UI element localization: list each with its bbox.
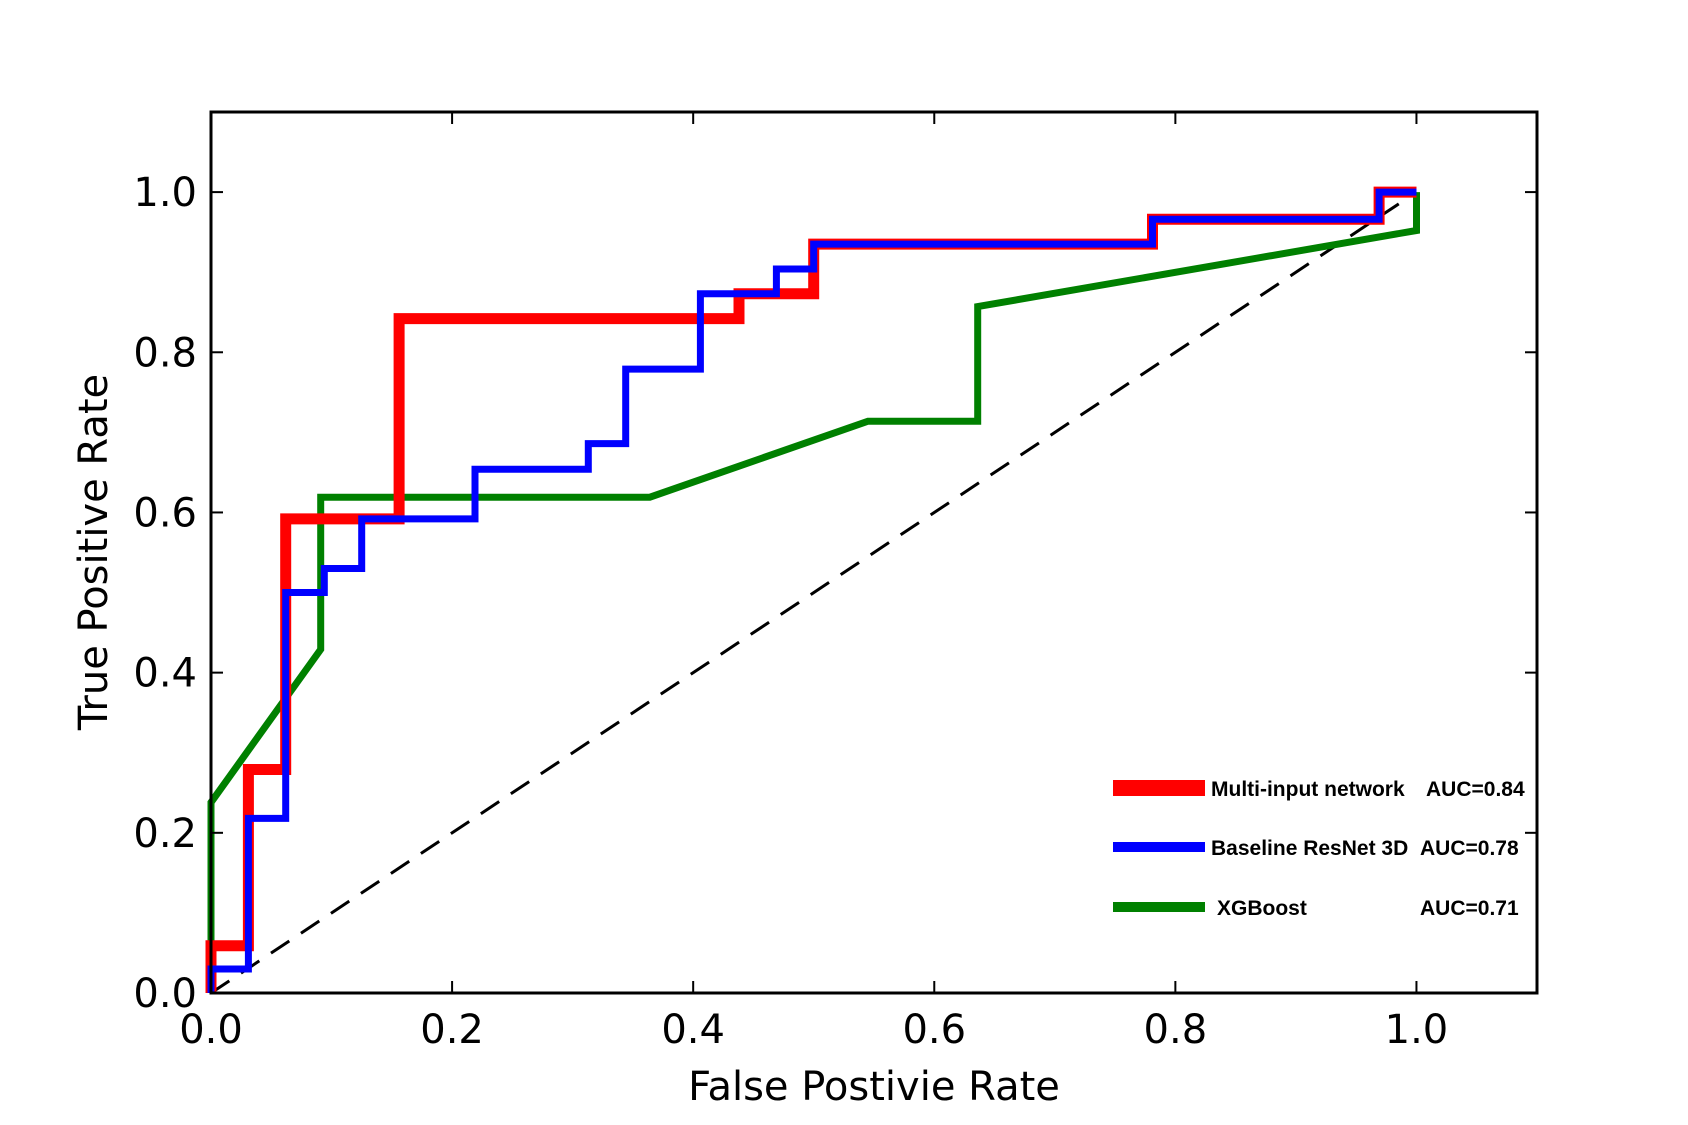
series-line-chance	[210, 190, 1418, 995]
legend: Multi-input network AUC=0.84 Baseline ResN…	[1113, 778, 1525, 920]
x-tick-label: 0.4	[661, 1007, 725, 1053]
y-tick-label: 0.0	[133, 971, 197, 1017]
x-tick-label: 1.0	[1385, 1007, 1449, 1053]
legend-auc-2: AUC=0.78	[1420, 837, 1519, 860]
y-tick-label: 0.8	[133, 330, 197, 376]
x-tick-label: 0.6	[902, 1007, 966, 1053]
x-tick-label: 0.2	[420, 1007, 484, 1053]
plot-frame	[209, 110, 1539, 995]
legend-label-2: Baseline ResNet 3D	[1211, 837, 1408, 860]
tick-layer: 0.0 0.2 0.4 0.6 0.8 1.0 0.0 0.2 0.4 0.6 0.8 1.0	[133, 112, 1537, 1053]
x-axis-label: False Postivie Rate	[688, 1064, 1060, 1110]
series-line-xgboost	[207, 192, 1420, 993]
legend-label-1: Multi-input network	[1211, 778, 1405, 801]
x-tick-label: 0.8	[1144, 1007, 1208, 1053]
legend-label-3: XGBoost	[1217, 897, 1307, 920]
series-layer	[205, 186, 1420, 995]
series-line-baseline-resnet-3d	[207, 188, 1417, 993]
x-tick-label: 0.0	[179, 1007, 243, 1053]
y-tick-label: 0.2	[133, 811, 197, 857]
y-axis-label: True Positive Rate	[71, 374, 117, 731]
legend-auc-1: AUC=0.84	[1426, 778, 1525, 801]
y-tick-label: 1.0	[133, 170, 197, 216]
legend-auc-3: AUC=0.71	[1420, 897, 1519, 920]
y-tick-label: 0.4	[133, 651, 197, 697]
y-tick-label: 0.6	[133, 490, 197, 536]
